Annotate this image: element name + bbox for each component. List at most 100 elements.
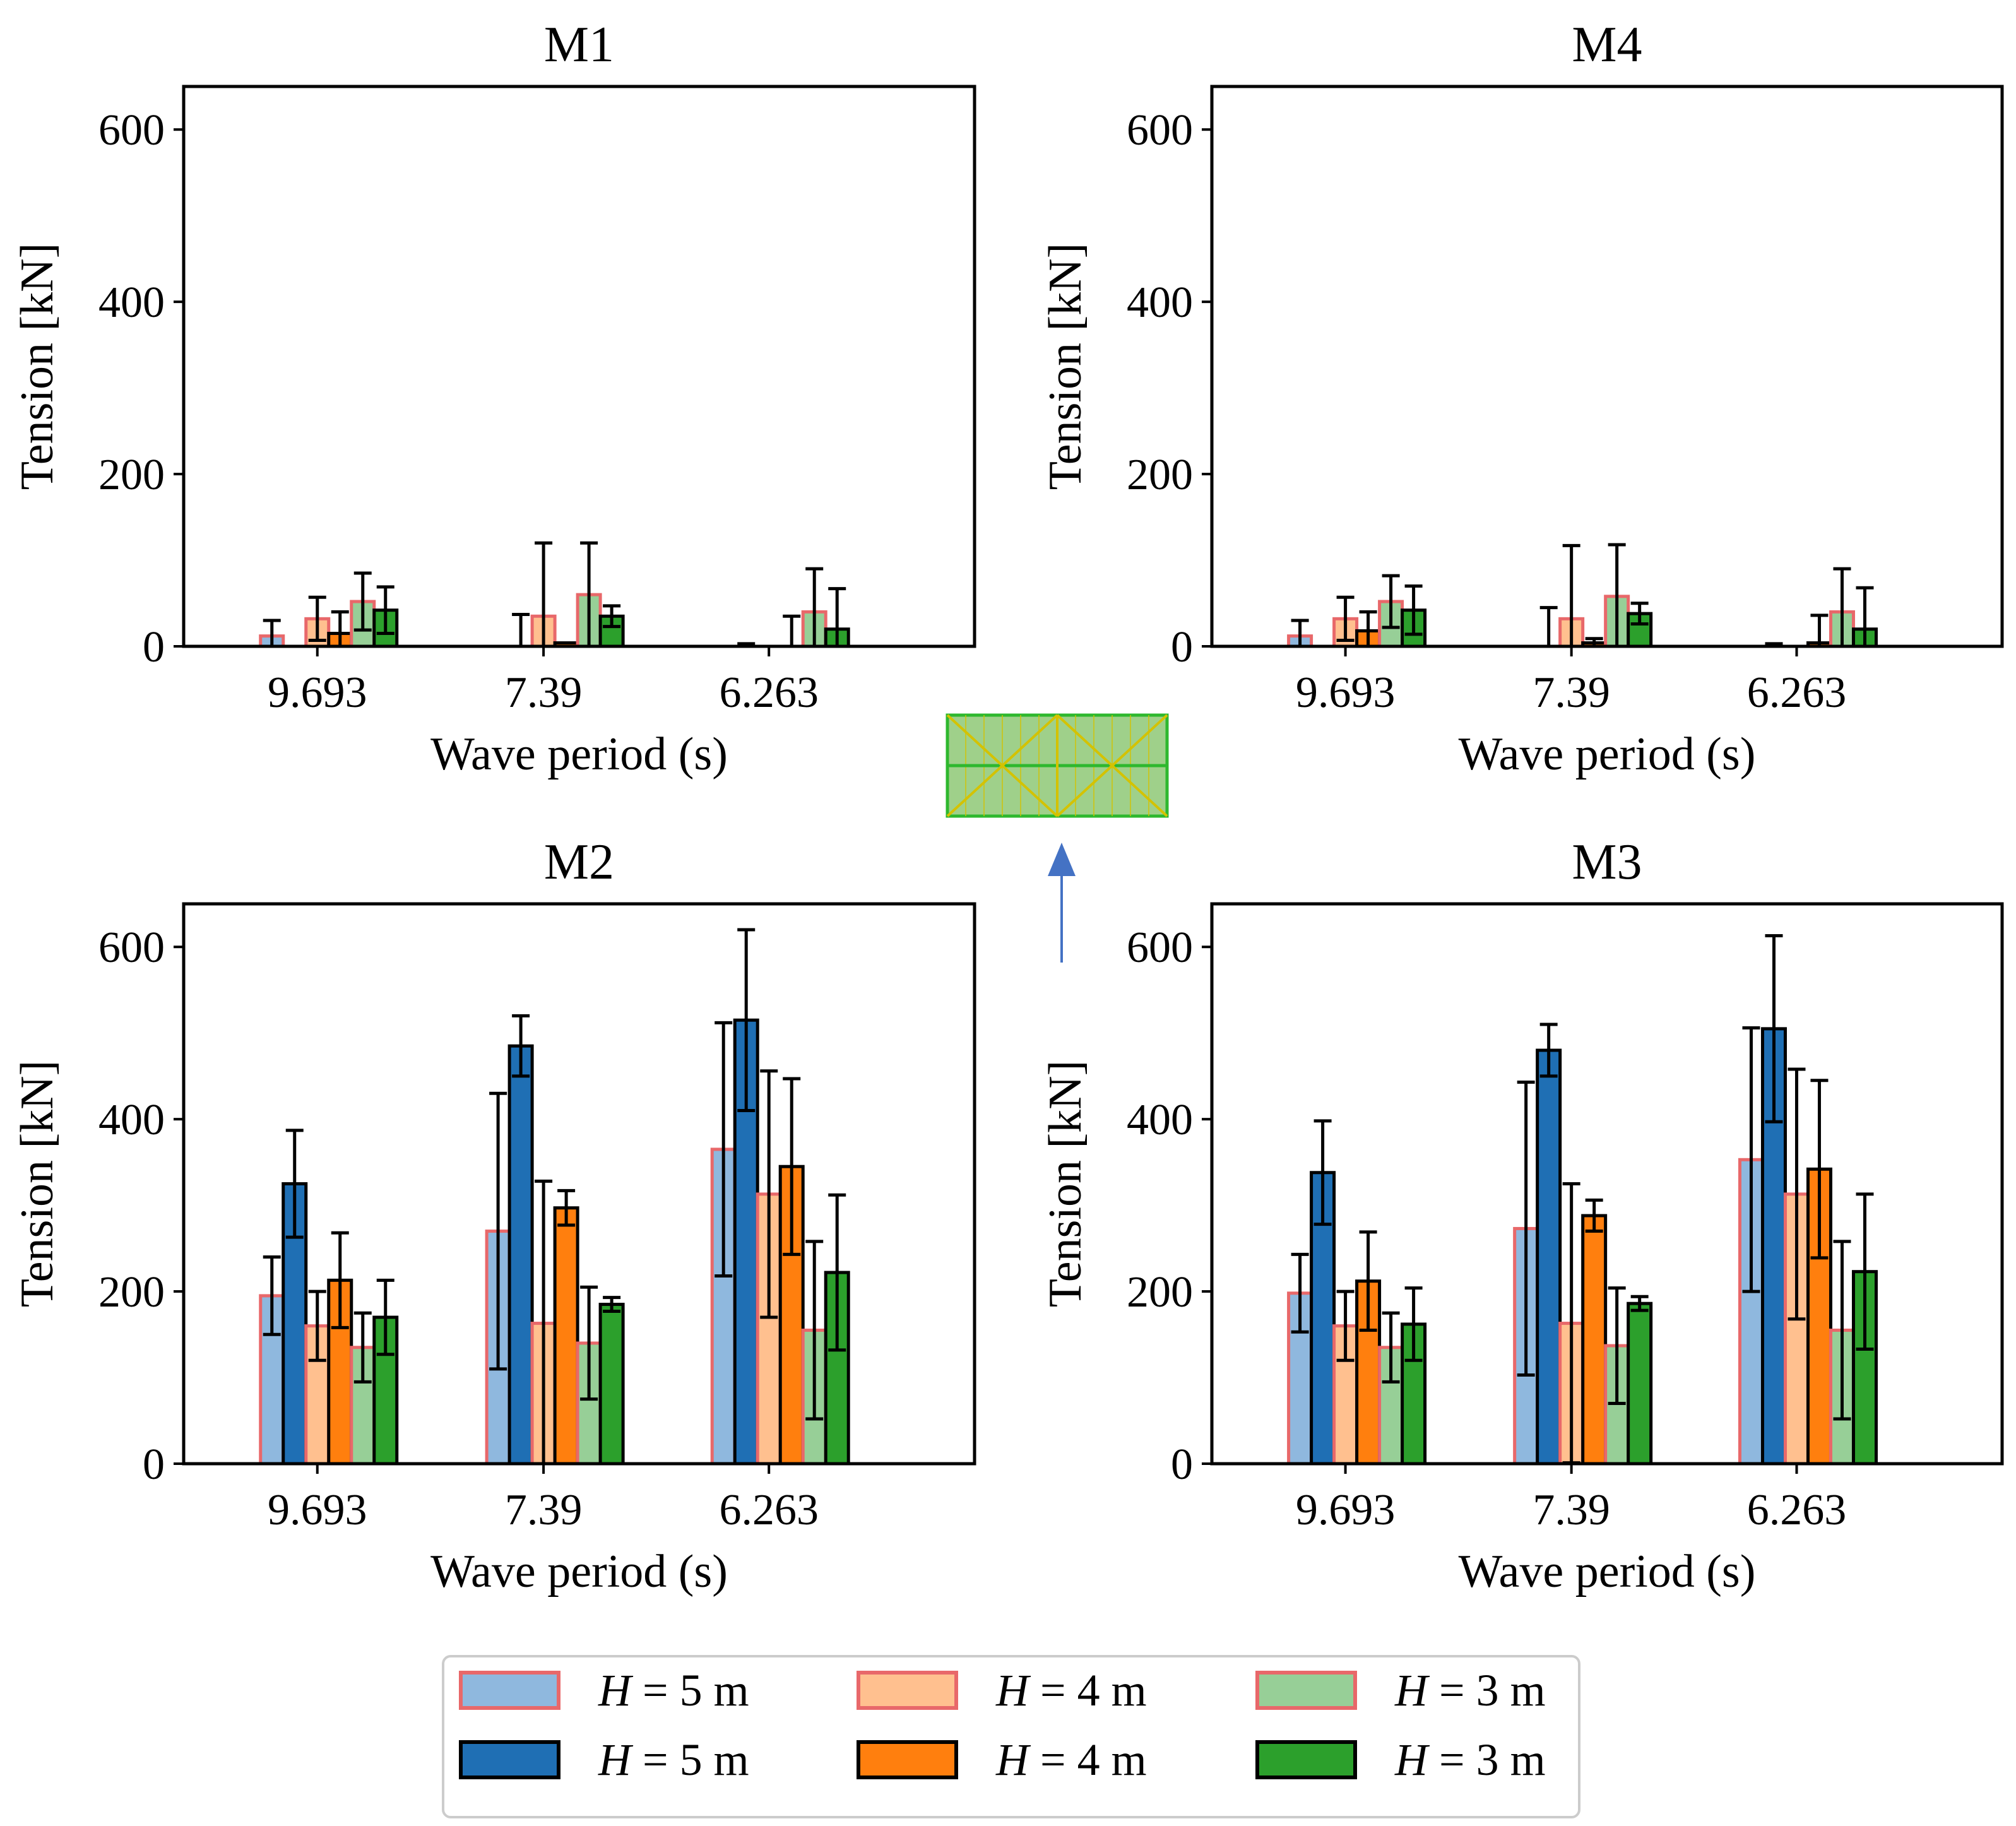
error-bar	[1608, 543, 1626, 646]
subplot-m2: M2 Tension [kN] Wave period (s) 0 200 400 600 9…	[11, 834, 976, 1598]
error-bar	[603, 1296, 621, 1313]
y-tick-label: 0	[1171, 623, 1193, 672]
x-axis-label: Wave period (s)	[1459, 1546, 1756, 1598]
error-bar	[828, 1193, 846, 1352]
chart-title: M2	[544, 834, 614, 890]
bar-m2-h4_dark-1	[553, 1206, 579, 1466]
error-bar	[557, 1189, 576, 1227]
legend-swatch	[857, 1740, 958, 1779]
subplot-panels: M1 Tension [kN] Wave period (s) 0 200 400 600 9…	[11, 17, 2004, 1598]
legend-item-h4_light: H = 4 m	[857, 1665, 1147, 1716]
error-bar	[783, 1077, 801, 1256]
bar-m2-h5_dark-1	[507, 1044, 534, 1466]
error-bar	[1382, 574, 1400, 629]
legend-item-h4_dark: H = 4 m	[857, 1734, 1147, 1785]
error-bar	[828, 587, 846, 646]
y-tick-label: 600	[98, 923, 165, 972]
error-bar	[512, 1014, 530, 1078]
x-tick-label: 6.263	[1747, 1486, 1847, 1534]
legend-item-h3_dark: H = 3 m	[1255, 1734, 1546, 1785]
error-bar	[805, 567, 824, 646]
error-bar	[1608, 1286, 1626, 1405]
x-axis-label: Wave period (s)	[430, 728, 728, 780]
chart-title: M1	[544, 17, 614, 73]
legend-swatch	[459, 1740, 560, 1779]
error-bar	[760, 1069, 778, 1319]
legend: H = 5 m H = 4 m H = 3 m H = 5 m H = 4 m H = 3…	[442, 1655, 1580, 1818]
error-bar	[1833, 1240, 1851, 1421]
error-bar	[1336, 1289, 1355, 1362]
legend-swatch	[1255, 1671, 1357, 1710]
error-bar	[376, 1278, 394, 1356]
error-bar	[1313, 1119, 1332, 1226]
y-tick-label: 600	[1127, 106, 1193, 155]
x-tick-label: 6.263	[719, 668, 819, 717]
y-axis-label: Tension [kN]	[11, 1060, 63, 1307]
error-bar	[1382, 1311, 1400, 1384]
error-bar	[308, 595, 326, 642]
error-bar	[331, 610, 349, 646]
legend-swatch	[459, 1671, 560, 1710]
error-bar	[535, 1179, 553, 1464]
arrow-up-icon	[1048, 843, 1076, 963]
error-bar	[512, 613, 530, 646]
y-tick-label: 0	[143, 1440, 165, 1489]
y-axis-label: Tension [kN]	[11, 243, 63, 490]
error-bar	[1856, 586, 1874, 646]
error-bar	[1291, 619, 1309, 646]
y-tick-label: 200	[1127, 451, 1193, 499]
legend-label: H = 5 m	[598, 1665, 749, 1716]
axes-frame	[182, 902, 976, 1466]
x-tick-label: 9.693	[1296, 1486, 1396, 1534]
y-tick-label: 200	[1127, 1268, 1193, 1317]
error-bar	[1810, 614, 1829, 646]
error-bar	[331, 1231, 349, 1329]
legend-item-h5_light: H = 5 m	[459, 1665, 749, 1716]
y-tick-label: 400	[1127, 278, 1193, 327]
error-bar	[714, 1021, 733, 1278]
y-tick-label: 200	[98, 451, 165, 499]
error-bar	[1539, 1023, 1558, 1078]
x-tick-label: 7.39	[505, 668, 583, 717]
error-bar	[580, 1285, 598, 1401]
x-tick-label: 7.39	[1533, 1486, 1610, 1534]
error-bar	[603, 604, 621, 629]
x-tick-label: 9.693	[268, 1486, 367, 1534]
error-bar	[1359, 1230, 1377, 1332]
y-tick-label: 600	[1127, 923, 1193, 972]
error-bar	[580, 541, 598, 646]
legend-label: H = 4 m	[995, 1665, 1147, 1716]
axes-frame	[1210, 85, 2004, 648]
error-bar	[535, 541, 553, 646]
bar-m3-h4_dark-1	[1581, 1214, 1608, 1466]
chart-title: M3	[1572, 834, 1642, 890]
legend-label: H = 5 m	[598, 1734, 749, 1785]
error-bar	[1833, 567, 1851, 646]
platform-grid-icon	[946, 713, 1169, 818]
axes-frame	[182, 85, 976, 648]
x-tick-label: 7.39	[1533, 668, 1610, 717]
error-bar	[1562, 543, 1580, 646]
error-bar	[1404, 1286, 1423, 1362]
bar-m3-h5_dark-1	[1536, 1048, 1562, 1466]
subplot-m1: M1 Tension [kN] Wave period (s) 0 200 400 600 9…	[11, 17, 976, 780]
error-bar	[1517, 1080, 1535, 1377]
legend-label: H = 4 m	[995, 1734, 1147, 1785]
error-bar	[1585, 1198, 1603, 1233]
x-tick-label: 7.39	[505, 1486, 583, 1534]
legend-swatch	[1255, 1740, 1357, 1779]
legend-item-h3_light: H = 3 m	[1255, 1665, 1546, 1716]
chart-title: M4	[1572, 17, 1642, 73]
y-tick-label: 0	[1171, 1440, 1193, 1489]
error-bar	[1742, 1026, 1760, 1293]
x-axis-label: Wave period (s)	[430, 1546, 728, 1598]
error-bar	[376, 585, 394, 636]
error-bar	[1291, 1252, 1309, 1334]
x-axis-label: Wave period (s)	[1459, 728, 1756, 780]
error-bar	[353, 571, 372, 632]
x-tick-label: 9.693	[268, 668, 367, 717]
y-tick-label: 400	[1127, 1096, 1193, 1144]
error-bar	[489, 1091, 507, 1371]
error-bar	[783, 614, 801, 646]
